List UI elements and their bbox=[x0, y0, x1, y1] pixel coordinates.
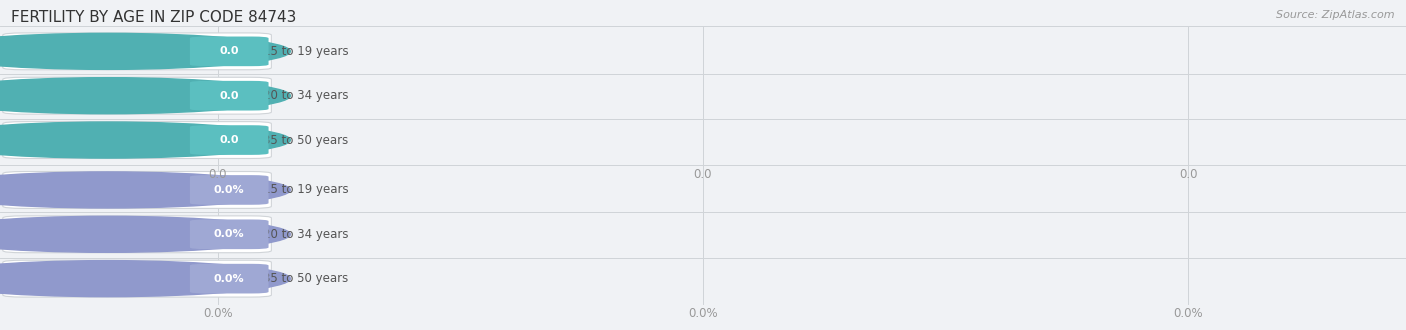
Text: 0.0: 0.0 bbox=[208, 168, 228, 181]
Text: Source: ZipAtlas.com: Source: ZipAtlas.com bbox=[1277, 10, 1395, 20]
Text: 0.0%: 0.0% bbox=[1173, 307, 1204, 320]
FancyBboxPatch shape bbox=[3, 77, 271, 114]
Circle shape bbox=[0, 172, 291, 208]
Text: 0.0: 0.0 bbox=[219, 46, 239, 56]
Circle shape bbox=[0, 78, 291, 114]
Circle shape bbox=[0, 261, 291, 297]
Text: 0.0: 0.0 bbox=[219, 135, 239, 145]
Circle shape bbox=[0, 122, 291, 158]
Text: 0.0%: 0.0% bbox=[214, 274, 245, 284]
FancyBboxPatch shape bbox=[3, 216, 271, 253]
Text: 0.0%: 0.0% bbox=[202, 307, 233, 320]
Text: 20 to 34 years: 20 to 34 years bbox=[263, 228, 349, 241]
FancyBboxPatch shape bbox=[190, 37, 269, 66]
FancyBboxPatch shape bbox=[3, 33, 271, 70]
Text: FERTILITY BY AGE IN ZIP CODE 84743: FERTILITY BY AGE IN ZIP CODE 84743 bbox=[11, 10, 297, 25]
Circle shape bbox=[0, 216, 291, 252]
FancyBboxPatch shape bbox=[3, 122, 271, 158]
FancyBboxPatch shape bbox=[190, 175, 269, 205]
Text: 0.0%: 0.0% bbox=[688, 307, 718, 320]
Text: 15 to 19 years: 15 to 19 years bbox=[263, 183, 349, 196]
Text: 0.0%: 0.0% bbox=[214, 229, 245, 239]
Circle shape bbox=[0, 33, 291, 69]
Text: 0.0: 0.0 bbox=[693, 168, 713, 181]
Text: 0.0: 0.0 bbox=[219, 91, 239, 101]
FancyBboxPatch shape bbox=[3, 260, 271, 297]
FancyBboxPatch shape bbox=[190, 219, 269, 249]
FancyBboxPatch shape bbox=[190, 264, 269, 293]
FancyBboxPatch shape bbox=[190, 81, 269, 111]
FancyBboxPatch shape bbox=[190, 125, 269, 155]
Text: 0.0%: 0.0% bbox=[214, 185, 245, 195]
Text: 35 to 50 years: 35 to 50 years bbox=[263, 134, 349, 147]
Text: 20 to 34 years: 20 to 34 years bbox=[263, 89, 349, 102]
Text: 0.0: 0.0 bbox=[1178, 168, 1198, 181]
Text: 35 to 50 years: 35 to 50 years bbox=[263, 272, 349, 285]
Text: 15 to 19 years: 15 to 19 years bbox=[263, 45, 349, 58]
FancyBboxPatch shape bbox=[3, 172, 271, 208]
